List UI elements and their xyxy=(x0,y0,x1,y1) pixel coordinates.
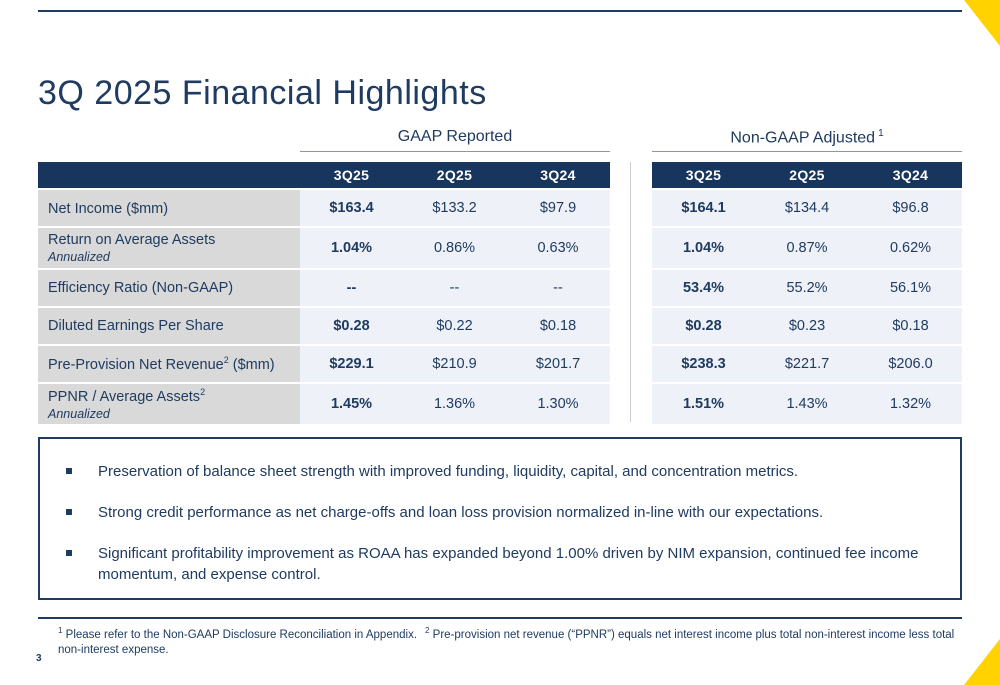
row-label-text: PPNR / Average Assets2 xyxy=(48,387,300,406)
row-label-efficiency-ratio: Efficiency Ratio (Non-GAAP) xyxy=(38,270,300,306)
table-cell: 0.63% xyxy=(506,228,610,268)
footnote-2-text: Pre-provision net revenue (“PPNR”) equal… xyxy=(58,628,955,657)
label-superscript: 2 xyxy=(223,354,229,365)
table-cell: 1.04% xyxy=(652,228,755,268)
bullet-item: Preservation of balance sheet strength w… xyxy=(66,461,934,482)
bullet-text: Preservation of balance sheet strength w… xyxy=(98,463,799,480)
table-cell: $206.0 xyxy=(859,346,962,382)
table-cell: $229.1 xyxy=(300,346,403,382)
nongaap-heading-superscript: 1 xyxy=(878,128,884,139)
bullet-text: Strong credit performance as net charge-… xyxy=(98,504,824,521)
label-main: PPNR / Average Assets xyxy=(48,388,201,405)
table-cell: $0.18 xyxy=(506,308,610,344)
row-label-diluted-eps: Diluted Earnings Per Share xyxy=(38,308,300,344)
table-cell: $0.28 xyxy=(300,308,403,344)
label-main: Net Income xyxy=(48,200,123,217)
table-cell: 1.45% xyxy=(300,384,403,424)
table-cell: 1.04% xyxy=(300,228,403,268)
label-main: Pre-Provision Net Revenue xyxy=(48,356,224,373)
header-cell-2q25: 2Q25 xyxy=(403,162,506,188)
row-label-ppnr: Pre-Provision Net Revenue2 ($mm) xyxy=(38,346,300,382)
table-cell: $0.23 xyxy=(755,308,859,344)
row-label-text: Pre-Provision Net Revenue2 ($mm) xyxy=(48,355,300,374)
gaap-section-heading: GAAP Reported xyxy=(300,128,610,146)
table-cell: $96.8 xyxy=(859,190,962,226)
nongaap-table: 3Q25 2Q25 3Q24 $164.1 $134.4 $96.8 1.04%… xyxy=(652,162,962,424)
footer-divider-rule xyxy=(38,617,962,619)
bullet-square-icon xyxy=(66,468,72,474)
corner-accent-bottom-icon xyxy=(964,639,1000,685)
table-cell: $0.18 xyxy=(859,308,962,344)
header-cell-3q24: 3Q24 xyxy=(859,162,962,188)
top-divider-rule xyxy=(38,10,962,12)
header-cell-2q25: 2Q25 xyxy=(755,162,859,188)
table-cell: 1.30% xyxy=(506,384,610,424)
label-main: Efficiency Ratio (Non-GAAP) xyxy=(48,279,234,296)
table-cell: $97.9 xyxy=(506,190,610,226)
table-cell: 53.4% xyxy=(652,270,755,306)
footnote-1-superscript: 1 xyxy=(58,626,63,635)
table-cell: $164.1 xyxy=(652,190,755,226)
gaap-table: 3Q25 2Q25 3Q24 Net Income ($mm) $163.4 $… xyxy=(38,162,610,424)
header-cell-3q25: 3Q25 xyxy=(300,162,403,188)
row-label-text: Net Income ($mm) xyxy=(48,199,300,218)
gaap-heading-rule xyxy=(300,151,610,152)
bullet-item: Strong credit performance as net charge-… xyxy=(66,502,934,523)
table-cell: $133.2 xyxy=(403,190,506,226)
bullet-text: Significant profitability improvement as… xyxy=(98,545,919,583)
nongaap-heading-rule xyxy=(652,151,962,152)
row-label-text: Efficiency Ratio (Non-GAAP) xyxy=(48,280,300,297)
highlights-box: Preservation of balance sheet strength w… xyxy=(38,437,962,600)
footnote-2-superscript: 2 xyxy=(425,626,430,635)
table-cell: $238.3 xyxy=(652,346,755,382)
table-cell: $221.7 xyxy=(755,346,859,382)
table-cell: 56.1% xyxy=(859,270,962,306)
row-label-text: Diluted Earnings Per Share xyxy=(48,318,300,335)
label-main: Return on Average Assets xyxy=(48,231,216,248)
row-label-text: Return on Average Assets xyxy=(48,232,300,249)
corner-accent-top-icon xyxy=(964,0,1000,46)
table-cell: 0.87% xyxy=(755,228,859,268)
bullet-square-icon xyxy=(66,550,72,556)
footnote: 1 Please refer to the Non-GAAP Disclosur… xyxy=(58,626,958,659)
table-divider xyxy=(630,162,631,422)
table-cell: 1.32% xyxy=(859,384,962,424)
row-label-ppnr-avg-assets: PPNR / Average Assets2 Annualized xyxy=(38,384,300,424)
table-cell: 1.36% xyxy=(403,384,506,424)
table-cell: $201.7 xyxy=(506,346,610,382)
gaap-heading-label: GAAP Reported xyxy=(397,128,513,145)
table-cell: -- xyxy=(300,270,403,306)
header-cell-3q24: 3Q24 xyxy=(506,162,610,188)
table-cell: $134.4 xyxy=(755,190,859,226)
label-suffix: ($mm) xyxy=(228,356,275,373)
table-cell: 0.86% xyxy=(403,228,506,268)
row-sublabel: Annualized xyxy=(48,406,110,421)
header-cell-3q25: 3Q25 xyxy=(652,162,755,188)
table-cell: $0.28 xyxy=(652,308,755,344)
table-cell: 0.62% xyxy=(859,228,962,268)
label-suffix: ($mm) xyxy=(122,200,169,217)
label-superscript: 2 xyxy=(200,387,206,398)
bullet-square-icon xyxy=(66,509,72,515)
table-cell: $163.4 xyxy=(300,190,403,226)
table-cell: $210.9 xyxy=(403,346,506,382)
row-label-roaa: Return on Average Assets Annualized xyxy=(38,228,300,268)
header-cell-blank xyxy=(38,162,300,188)
table-cell: 1.43% xyxy=(755,384,859,424)
nongaap-section-heading: Non-GAAP Adjusted 1 xyxy=(652,128,962,147)
bullet-item: Significant profitability improvement as… xyxy=(66,543,934,585)
table-cell: $0.22 xyxy=(403,308,506,344)
table-cell: -- xyxy=(403,270,506,306)
page-title: 3Q 2025 Financial Highlights xyxy=(38,74,487,112)
label-main: Diluted Earnings Per Share xyxy=(48,317,224,334)
footnote-1-text: Please refer to the Non-GAAP Disclosure … xyxy=(62,628,418,641)
row-sublabel: Annualized xyxy=(48,249,110,264)
page-number: 3 xyxy=(36,653,42,664)
table-cell: 1.51% xyxy=(652,384,755,424)
table-cell: -- xyxy=(506,270,610,306)
row-label-net-income: Net Income ($mm) xyxy=(38,190,300,226)
nongaap-heading-label: Non-GAAP Adjusted xyxy=(730,129,876,147)
table-cell: 55.2% xyxy=(755,270,859,306)
